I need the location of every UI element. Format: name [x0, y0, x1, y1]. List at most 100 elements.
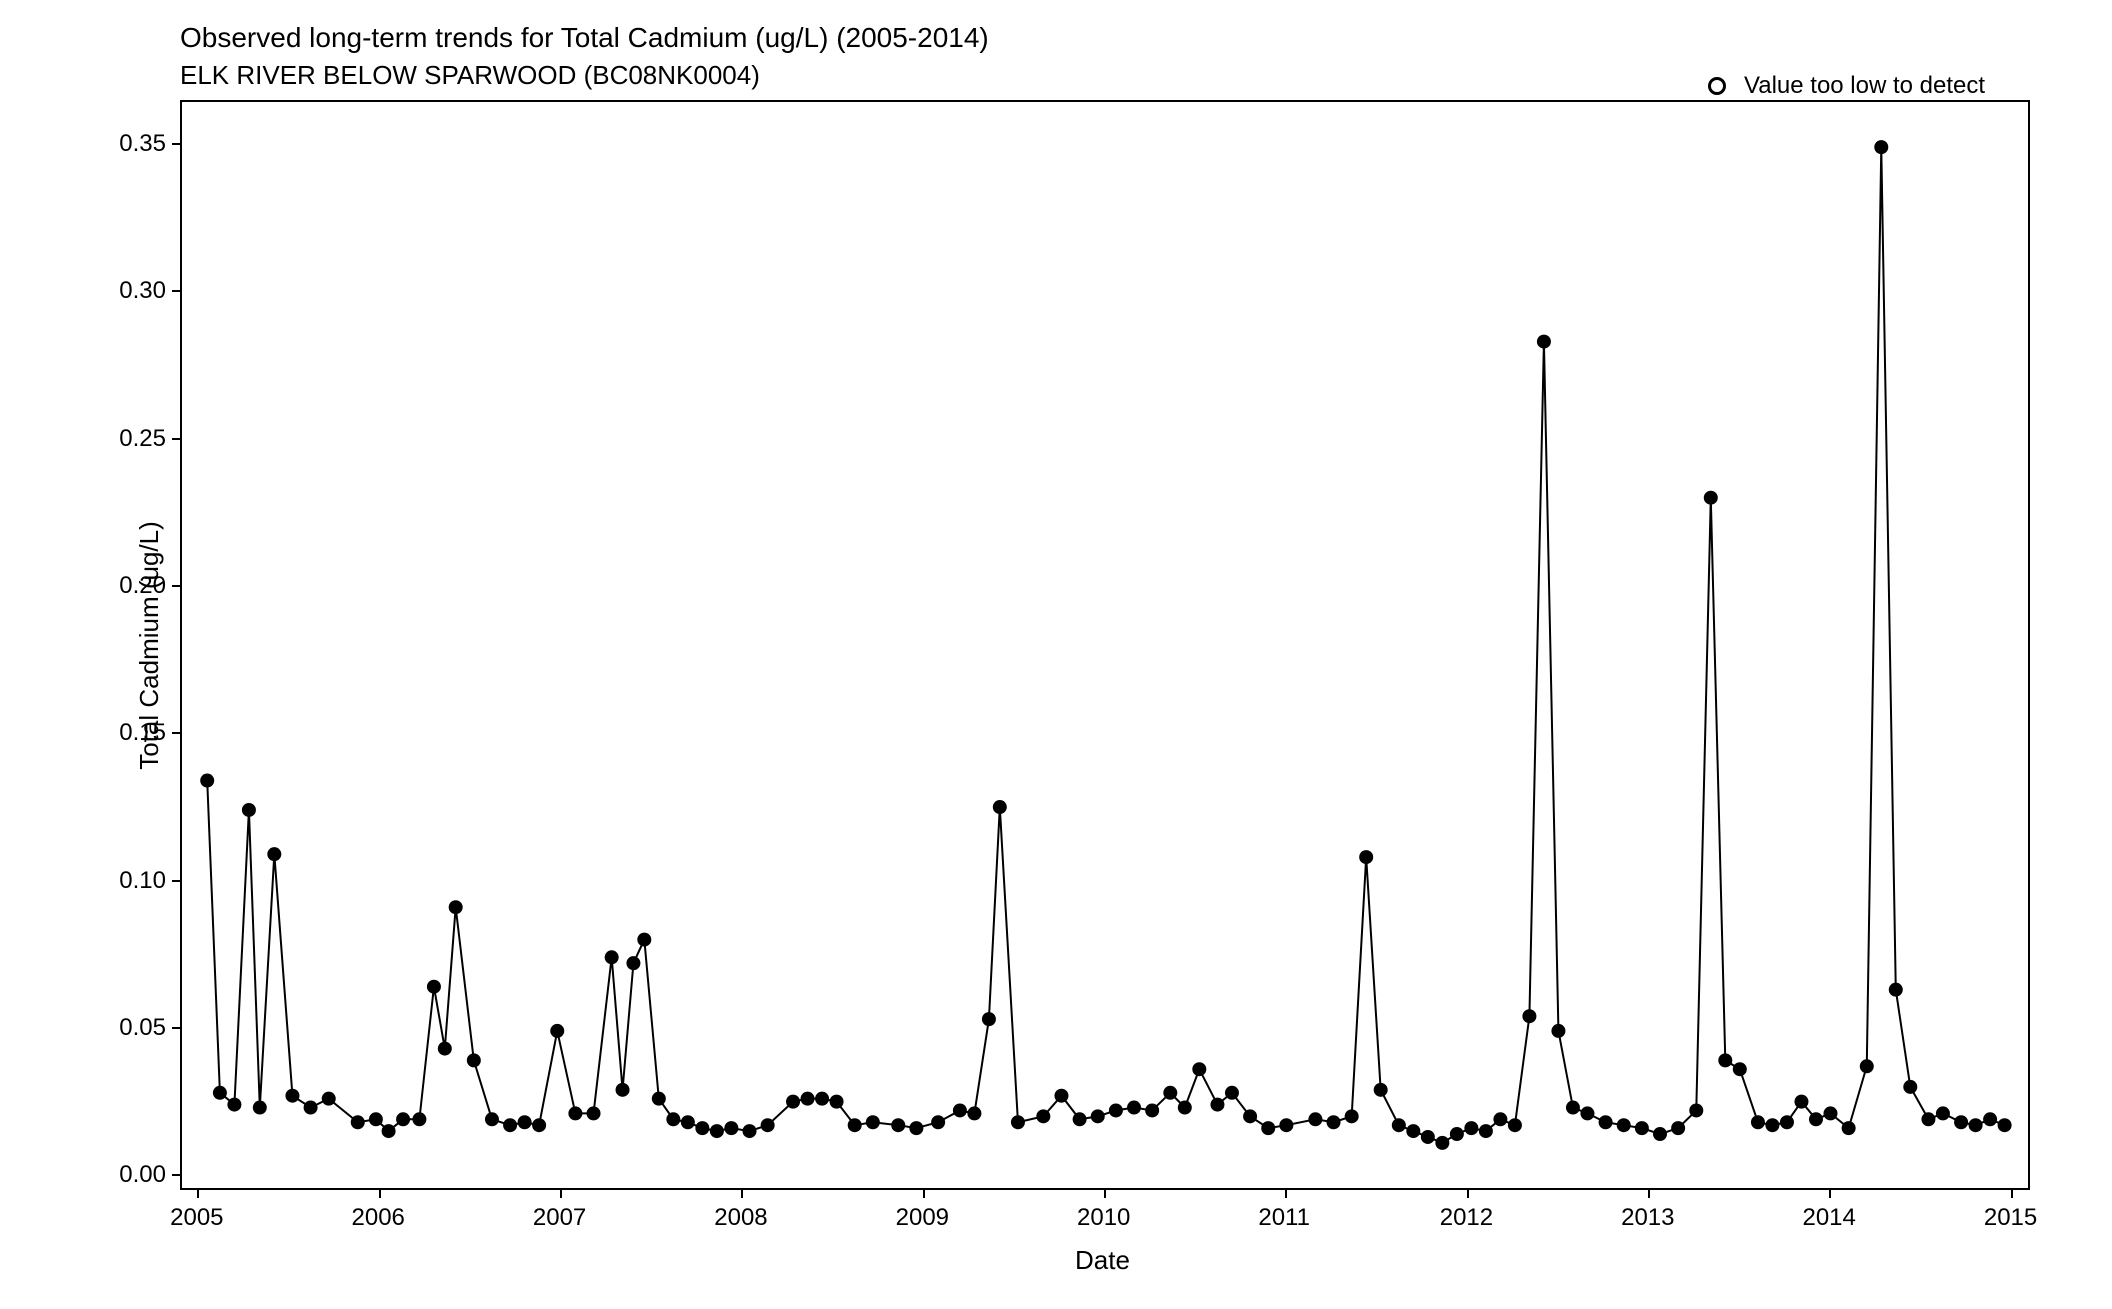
data-point: [666, 1112, 680, 1126]
y-tick-label: 0.10: [119, 867, 166, 895]
data-point: [304, 1101, 318, 1115]
data-point: [1225, 1086, 1239, 1100]
x-tick-mark: [2011, 1190, 2013, 1198]
data-point: [1011, 1115, 1025, 1129]
x-tick-mark: [741, 1190, 743, 1198]
data-point: [382, 1124, 396, 1138]
data-point: [253, 1101, 267, 1115]
data-point: [1566, 1101, 1580, 1115]
data-point: [449, 900, 463, 914]
y-tick-label: 0.15: [119, 719, 166, 747]
data-point: [1689, 1103, 1703, 1117]
x-tick-mark: [1829, 1190, 1831, 1198]
data-point: [1765, 1118, 1779, 1132]
data-point: [1903, 1080, 1917, 1094]
data-point: [1508, 1118, 1522, 1132]
data-point: [891, 1118, 905, 1132]
data-point: [396, 1112, 410, 1126]
data-point: [1842, 1121, 1856, 1135]
data-point: [1733, 1062, 1747, 1076]
data-point: [1359, 850, 1373, 864]
y-tick-mark: [172, 143, 180, 145]
data-point: [1809, 1112, 1823, 1126]
data-point: [1860, 1059, 1874, 1073]
data-point: [227, 1098, 241, 1112]
data-point: [1091, 1109, 1105, 1123]
data-point: [1479, 1124, 1493, 1138]
data-point: [1889, 983, 1903, 997]
data-point: [438, 1042, 452, 1056]
data-point: [322, 1092, 336, 1106]
data-point: [1450, 1127, 1464, 1141]
data-point: [743, 1124, 757, 1138]
y-tick-mark: [172, 732, 180, 734]
data-point: [200, 774, 214, 788]
y-tick-label: 0.20: [119, 572, 166, 600]
data-point: [1421, 1130, 1435, 1144]
data-point: [1823, 1106, 1837, 1120]
data-point: [815, 1092, 829, 1106]
data-point: [412, 1112, 426, 1126]
y-tick-label: 0.30: [119, 277, 166, 305]
data-point: [1308, 1112, 1322, 1126]
x-tick-mark: [1104, 1190, 1106, 1198]
data-layer: [0, 0, 2112, 1309]
y-tick-mark: [172, 1027, 180, 1029]
data-point: [1345, 1109, 1359, 1123]
data-point: [485, 1112, 499, 1126]
data-point: [681, 1115, 695, 1129]
y-tick-mark: [172, 290, 180, 292]
data-point: [1599, 1115, 1613, 1129]
data-point: [909, 1121, 923, 1135]
x-tick-label: 2012: [1440, 1204, 1493, 1232]
data-point: [532, 1118, 546, 1132]
data-point: [1406, 1124, 1420, 1138]
data-point: [830, 1095, 844, 1109]
x-tick-label: 2006: [352, 1204, 405, 1232]
data-point: [1374, 1083, 1388, 1097]
x-tick-mark: [197, 1190, 199, 1198]
data-point: [761, 1118, 775, 1132]
data-point: [1537, 335, 1551, 349]
y-tick-mark: [172, 585, 180, 587]
data-point: [993, 800, 1007, 814]
data-point: [467, 1053, 481, 1067]
x-tick-label: 2010: [1077, 1204, 1130, 1232]
data-point: [1435, 1136, 1449, 1150]
x-tick-mark: [379, 1190, 381, 1198]
data-point: [518, 1115, 532, 1129]
y-tick-label: 0.05: [119, 1014, 166, 1042]
data-point: [1522, 1009, 1536, 1023]
data-point: [1653, 1127, 1667, 1141]
x-tick-label: 2011: [1258, 1204, 1310, 1232]
data-point: [285, 1089, 299, 1103]
data-point: [1998, 1118, 2012, 1132]
y-tick-mark: [172, 438, 180, 440]
data-point: [1780, 1115, 1794, 1129]
data-point: [587, 1106, 601, 1120]
data-point: [637, 933, 651, 947]
data-point: [786, 1095, 800, 1109]
data-point: [1493, 1112, 1507, 1126]
x-tick-label: 2014: [1802, 1204, 1855, 1232]
data-point: [1704, 491, 1718, 505]
data-point: [369, 1112, 383, 1126]
data-point: [1551, 1024, 1565, 1038]
data-point: [953, 1103, 967, 1117]
data-point: [1794, 1095, 1808, 1109]
data-point: [351, 1115, 365, 1129]
y-tick-mark: [172, 880, 180, 882]
data-point: [1327, 1115, 1341, 1129]
data-point: [1210, 1098, 1224, 1112]
data-point: [267, 847, 281, 861]
data-point: [1969, 1118, 1983, 1132]
y-tick-label: 0.25: [119, 425, 166, 453]
x-tick-label: 2005: [170, 1204, 223, 1232]
x-tick-label: 2008: [714, 1204, 767, 1232]
y-tick-mark: [172, 1174, 180, 1176]
data-point: [1392, 1118, 1406, 1132]
y-tick-label: 0.00: [119, 1161, 166, 1189]
data-point: [1036, 1109, 1050, 1123]
data-point: [1178, 1101, 1192, 1115]
data-point: [1751, 1115, 1765, 1129]
